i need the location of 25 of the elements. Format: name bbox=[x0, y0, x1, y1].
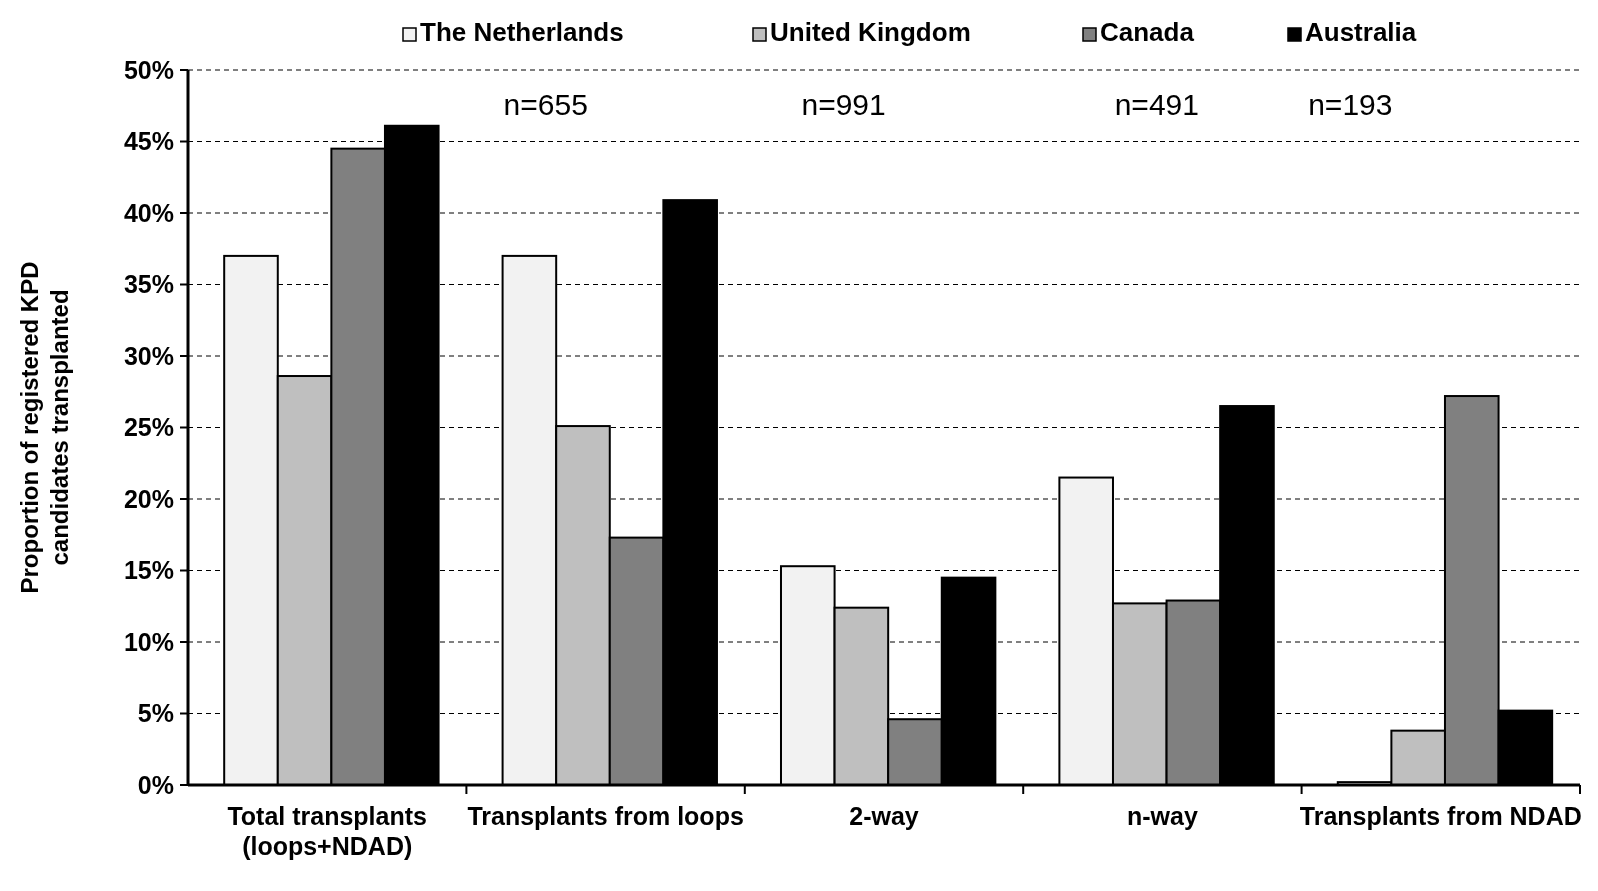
x-tick-label: Transplants from NDAD bbox=[1299, 802, 1582, 830]
y-tick-label: 20% bbox=[123, 484, 174, 513]
x-tick-label: Total transplants (loops+NDAD) bbox=[227, 802, 427, 860]
y-tick-label: 25% bbox=[123, 413, 174, 442]
y-tick-label: 35% bbox=[123, 270, 174, 299]
y-tick-label: 5% bbox=[137, 699, 174, 728]
x-tick-label: Transplants from loops bbox=[467, 802, 744, 830]
annotation: n=655 bbox=[503, 88, 588, 121]
x-tick-label: 2-way bbox=[849, 802, 919, 830]
annotation: n=491 bbox=[1114, 88, 1199, 121]
y-tick-label: 0% bbox=[137, 770, 174, 799]
x-tick-label: n-way bbox=[1126, 802, 1198, 830]
y-tick-label: 45% bbox=[123, 127, 174, 156]
legend-label: United Kingdom bbox=[770, 17, 971, 47]
annotation: n=193 bbox=[1308, 88, 1393, 121]
y-tick-label: 10% bbox=[123, 627, 174, 656]
y-tick-label: 50% bbox=[123, 55, 174, 84]
y-tick-label: 30% bbox=[123, 341, 174, 370]
legend-label: The Netherlands bbox=[420, 17, 624, 47]
legend-label: Canada bbox=[1100, 17, 1195, 47]
y-tick-label: 40% bbox=[123, 198, 174, 227]
y-axis-title: Proportion of registered KPD candidates transplanted bbox=[16, 261, 73, 594]
y-tick-label: 15% bbox=[123, 556, 174, 585]
annotation: n=991 bbox=[801, 88, 886, 121]
legend-label: Australia bbox=[1305, 17, 1417, 47]
